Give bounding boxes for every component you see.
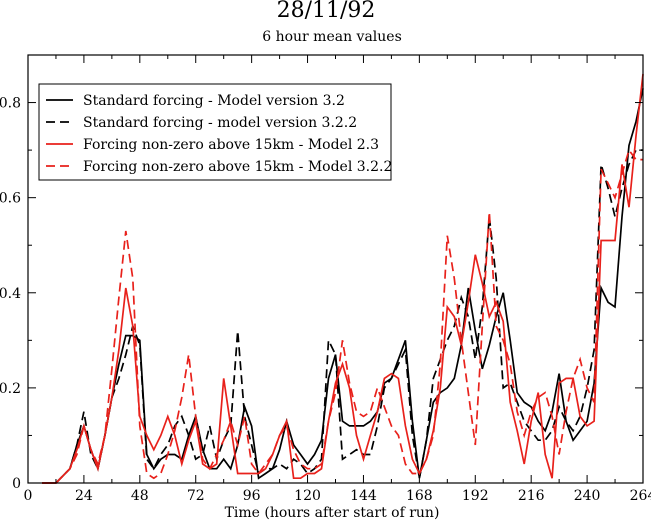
y-tick-label: 0.4 [0, 286, 21, 302]
x-tick-label: 48 [131, 488, 149, 504]
y-tick-label: 0.2 [0, 381, 21, 397]
legend-label-3: Forcing non-zero above 15km - Model 2.3 [83, 137, 379, 153]
x-tick-label: 144 [350, 488, 377, 504]
y-axis: 0 0.2 0.4 0.6 0.8 [0, 54, 643, 492]
x-tick-label: 216 [518, 488, 545, 504]
x-tick-label: 24 [75, 488, 93, 504]
x-tick-label: 264 [630, 488, 651, 504]
series-line-3 [42, 73, 644, 484]
x-tick-label: 240 [574, 488, 601, 504]
x-tick-label: 96 [243, 488, 261, 504]
y-tick-label: 0 [12, 476, 21, 492]
legend: Standard forcing - Model version 3.2 Stan… [38, 83, 392, 181]
series-line-4 [42, 148, 643, 484]
series-line-2 [42, 149, 643, 484]
x-tick-label: 72 [187, 488, 205, 504]
chart-title: 28/11/92 [277, 0, 376, 23]
chart-subtitle: 6 hour mean values [262, 29, 402, 45]
x-axis-label: Time (hours after start of run) [225, 505, 440, 521]
series-layer [42, 73, 644, 484]
legend-label-1: Standard forcing - Model version 3.2 [83, 93, 345, 109]
y-tick-label: 0.8 [0, 96, 21, 112]
x-tick-label: 192 [462, 488, 489, 504]
y-tick-label: 0.6 [0, 191, 21, 207]
legend-label-4: Forcing non-zero above 15km - Model 3.2.… [83, 159, 392, 175]
x-axis: 0 24 48 72 96 120 144 168 192 216 240 264 [24, 55, 651, 504]
x-tick-label: 120 [294, 488, 321, 504]
x-tick-label: 168 [406, 488, 433, 504]
x-tick-label: 0 [24, 488, 33, 504]
series-line-1 [42, 88, 644, 484]
legend-box [38, 83, 392, 181]
legend-label-2: Standard forcing - model version 3.2.2 [83, 115, 357, 131]
